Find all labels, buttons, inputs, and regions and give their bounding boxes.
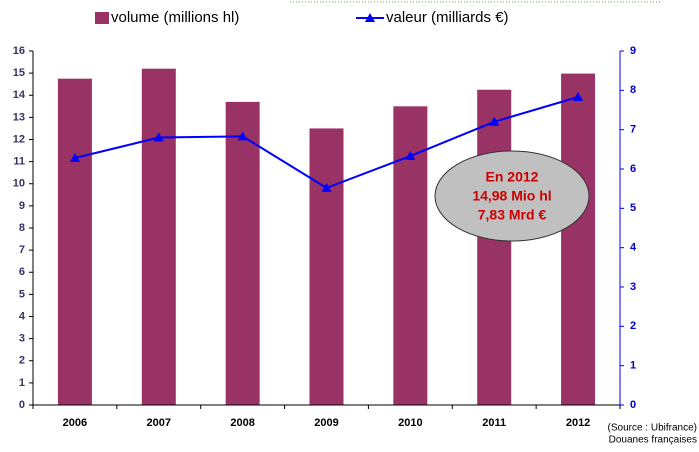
marker (321, 182, 332, 192)
y-tick-label: 15 (13, 67, 25, 79)
y2-tick-label: 9 (630, 45, 636, 57)
bar (309, 128, 344, 405)
y-tick-label: 6 (19, 266, 25, 278)
y-tick-label: 10 (13, 178, 25, 190)
y-tick-label: 2 (19, 355, 25, 367)
y-tick-label: 9 (19, 200, 25, 212)
bar (57, 78, 92, 405)
x-tick-label: 2009 (314, 417, 338, 429)
y2-tick-label: 8 (630, 84, 636, 96)
bar (225, 101, 260, 405)
annotation-text: 7,83 Mrd € (478, 207, 547, 223)
y-tick-label: 7 (19, 244, 25, 256)
x-tick-label: 2007 (147, 417, 171, 429)
source-text: (Source : Ubifrance) (608, 423, 697, 434)
y-tick-label: 4 (19, 310, 26, 322)
y2-tick-label: 6 (630, 163, 636, 175)
y-tick-label: 13 (13, 111, 25, 123)
marker (573, 92, 584, 102)
bar (477, 89, 512, 405)
y-tick-label: 0 (19, 399, 25, 411)
legend-label: volume (millions hl) (111, 9, 239, 26)
x-tick-label: 2011 (482, 417, 506, 429)
marker (69, 152, 80, 162)
marker (153, 132, 164, 142)
legend-marker (365, 13, 375, 22)
annotation-text: En 2012 (486, 169, 539, 185)
x-tick-label: 2008 (230, 417, 254, 429)
x-tick-label: 2006 (63, 417, 87, 429)
y-tick-label: 5 (19, 288, 25, 300)
y-tick-label: 1 (19, 377, 25, 389)
y2-tick-label: 2 (630, 320, 636, 332)
annotation-text: 14,98 Mio hl (472, 188, 551, 204)
bar (141, 68, 176, 405)
x-tick-label: 2012 (566, 417, 590, 429)
marker (237, 131, 248, 141)
y-tick-label: 16 (13, 45, 25, 57)
y2-tick-label: 4 (630, 242, 637, 254)
y2-tick-label: 7 (630, 124, 636, 136)
annotation-bubble (434, 150, 590, 242)
y-tick-label: 12 (13, 133, 25, 145)
y2-tick-label: 0 (630, 399, 636, 411)
x-tick-label: 2010 (398, 417, 422, 429)
marker (489, 116, 500, 126)
bar (561, 73, 596, 405)
y-tick-label: 8 (19, 222, 25, 234)
y-tick-label: 14 (13, 89, 26, 101)
y2-tick-label: 1 (630, 360, 636, 372)
legend-label: valeur (milliards €) (386, 9, 509, 26)
marker (405, 151, 416, 161)
y2-tick-label: 5 (630, 202, 636, 214)
y-tick-label: 3 (19, 333, 25, 345)
source-text: Douanes françaises (609, 435, 697, 446)
y-tick-label: 11 (13, 156, 25, 168)
y2-tick-label: 3 (630, 281, 636, 293)
legend-swatch (95, 12, 109, 24)
